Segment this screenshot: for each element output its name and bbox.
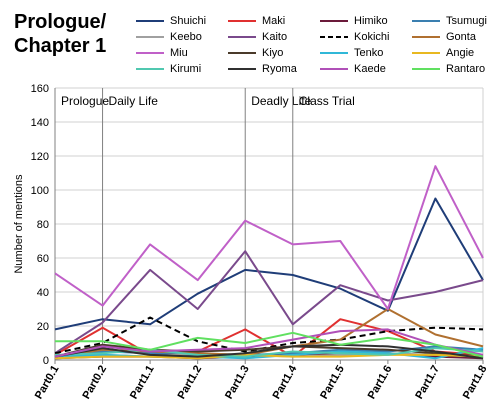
legend-swatch [136,52,164,54]
legend-swatch [136,68,164,70]
y-tick-label: 80 [37,219,49,231]
legend-label: Tenko [354,47,384,59]
section-label: Deadly Life [251,94,311,108]
y-tick-label: 120 [31,151,49,163]
legend-label: Tsumugi [446,15,487,27]
y-tick-label: 0 [43,355,49,367]
y-tick-label: 60 [37,253,49,265]
legend-label: Miu [170,47,188,59]
series-line-kaede [54,328,484,358]
y-tick-label: 140 [31,117,49,129]
legend-swatch [228,68,256,70]
legend-label: Kaito [262,31,288,43]
legend-swatch [412,68,440,70]
chart-title: Prologue/ Chapter 1 [14,10,139,58]
chart-title-line-1: Prologue/ [14,11,107,33]
legend-swatch [412,20,440,22]
legend-swatch [320,68,348,70]
x-tick-label: Part0.2 [80,364,109,402]
x-tick-label: Part1.5 [318,364,347,402]
legend-label: Rantaro [446,63,486,75]
legend-swatch [228,20,256,22]
section-label: Daily Life [109,94,159,108]
x-tick-label: Part0.1 [33,364,62,402]
section-label: Class Trial [299,94,355,108]
y-tick-label: 20 [37,321,49,333]
series-line-angie [54,353,484,360]
legend-swatch [412,52,440,54]
legend-label: Kiyo [262,47,284,59]
legend-label: Angie [446,47,475,59]
series-line-ryoma [54,343,484,360]
legend-label: Kaede [354,63,386,75]
y-tick-label: 160 [31,83,49,95]
series-line-shuichi [54,197,484,331]
x-tick-label: Part1.3 [223,364,252,402]
y-tick-label: 100 [31,185,49,197]
x-tick-label: Part1.7 [413,364,442,402]
series-line-miu [54,165,484,310]
legend-swatch [320,52,348,54]
legend-swatch [136,36,164,38]
x-tick-label: Part1.8 [461,364,490,402]
x-tick-label: Part1.6 [366,364,395,402]
legend-label: Gonta [446,31,476,43]
legend-swatch [228,36,256,38]
legend-swatch [136,20,164,22]
legend-swatch [228,52,256,54]
legend-label: Himiko [354,15,388,27]
y-axis-label: Number of mentions [13,174,25,274]
x-tick-label: Part1.2 [176,364,205,402]
legend-label: Ryoma [262,63,297,75]
legend-label: Kokichi [354,31,390,43]
legend-label: Keebo [170,31,202,43]
legend-swatch [320,36,348,38]
series-line-kokichi [54,316,484,355]
legend-swatch [412,36,440,38]
y-tick-label: 40 [37,287,49,299]
legend-label: Kirumi [170,63,202,75]
legend-label: Shuichi [170,15,207,27]
legend-label: Maki [262,15,286,27]
legend-swatch [320,20,348,22]
x-tick-label: Part1.1 [128,364,157,402]
series-line-rantaro [55,331,484,358]
chart-title-line-2: Chapter 1 [14,35,107,57]
section-label: Prologue [61,94,109,108]
x-tick-label: Part1.4 [271,363,300,402]
series-line-kaito [54,250,484,355]
